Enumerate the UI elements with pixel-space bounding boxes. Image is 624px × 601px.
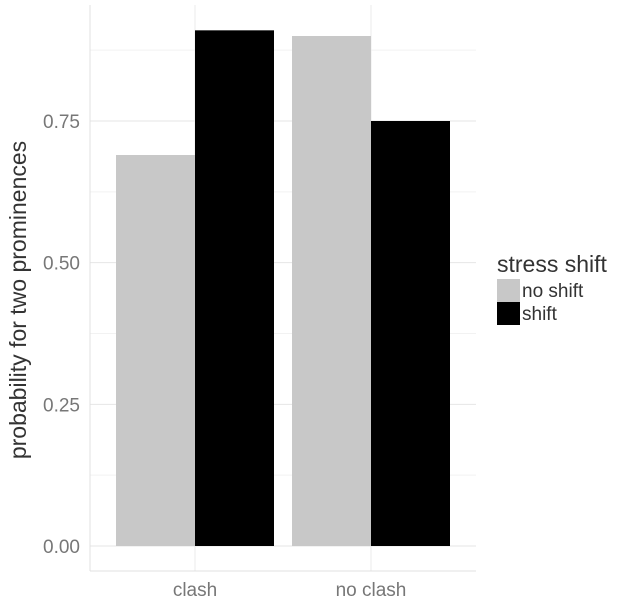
bars-layer	[116, 30, 450, 547]
x-tick-label: clash	[173, 580, 217, 601]
bar-shift-clash	[195, 30, 274, 547]
bar-no-shift-clash	[116, 155, 195, 546]
legend-label: no shift	[522, 281, 584, 302]
legend-key-shift	[497, 302, 520, 325]
y-tick-label: 0.50	[43, 254, 80, 275]
y-tick-label: 0.75	[43, 112, 80, 133]
bar-shift-no-clash	[371, 121, 450, 546]
y-tick-label: 0.00	[43, 537, 80, 558]
axes-layer: 0.00 0.25 0.50 0.75 clash no clash	[43, 5, 476, 601]
y-tick-label: 0.25	[43, 395, 80, 416]
legend-key-no-shift	[497, 279, 520, 302]
x-tick-label: no clash	[336, 580, 407, 601]
legend-title: stress shift	[497, 251, 608, 277]
y-axis-title: probability for two prominences	[5, 141, 31, 459]
bar-no-shift-no-clash	[292, 36, 371, 546]
legend-label: shift	[522, 304, 558, 325]
